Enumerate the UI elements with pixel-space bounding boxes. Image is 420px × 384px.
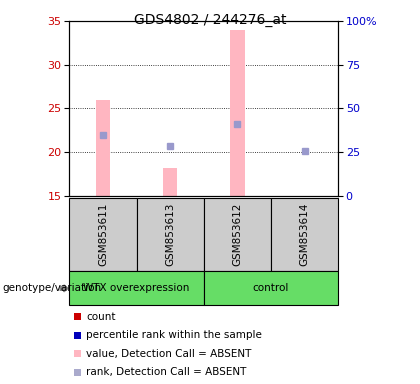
Text: rank, Detection Call = ABSENT: rank, Detection Call = ABSENT [86, 367, 247, 377]
Text: genotype/variation: genotype/variation [2, 283, 101, 293]
Text: value, Detection Call = ABSENT: value, Detection Call = ABSENT [86, 349, 252, 359]
Text: GDS4802 / 244276_at: GDS4802 / 244276_at [134, 13, 286, 27]
Text: GSM853614: GSM853614 [299, 202, 310, 266]
Text: GSM853613: GSM853613 [165, 202, 175, 266]
Bar [95, 100, 110, 196]
Text: GSM853611: GSM853611 [98, 202, 108, 266]
Bar [163, 168, 178, 196]
Text: GSM853612: GSM853612 [232, 202, 242, 266]
Text: control: control [253, 283, 289, 293]
Bar [230, 30, 245, 196]
Text: WTX overexpression: WTX overexpression [83, 283, 190, 293]
Text: count: count [86, 312, 116, 322]
Text: percentile rank within the sample: percentile rank within the sample [86, 330, 262, 340]
